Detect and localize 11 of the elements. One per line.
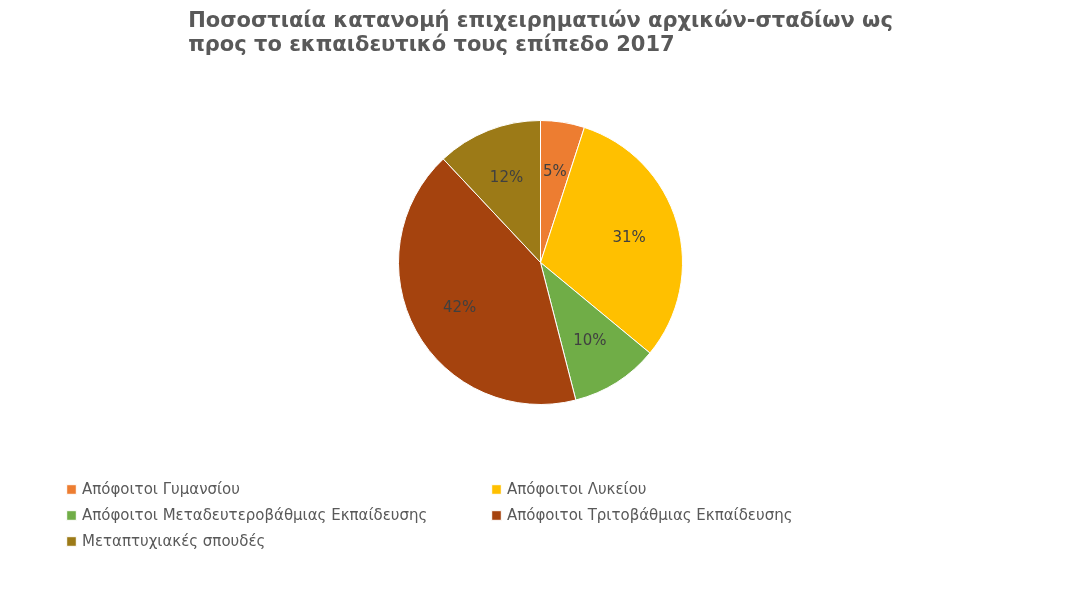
legend-label: Απόφοιτοι Μεταδευτεροβάθμιας Εκπαίδευσης: [82, 506, 429, 524]
data-label: 10%: [573, 331, 607, 350]
data-label: 31%: [612, 227, 646, 246]
legend-label: Απόφοιτοι Τριτοβάθμιας Εκπαίδευσης: [507, 506, 794, 524]
legend-label: Μεταπτυχιακές σπουδές: [82, 532, 267, 550]
legend-label: Απόφοιτοι Γυμανσίου: [82, 480, 241, 498]
data-label: 5%: [543, 162, 567, 181]
data-label: 12%: [489, 167, 524, 186]
legend-label: Απόφοιτοι Λυκείου: [507, 480, 648, 498]
chart-title: Ποσοστιαία κατανομή επιχειρηματιών αρχικών-σταδίων ως προς το εκπαιδευτικό τους επίπεδο 2017: [188, 7, 893, 56]
data-label: 42%: [442, 297, 477, 316]
